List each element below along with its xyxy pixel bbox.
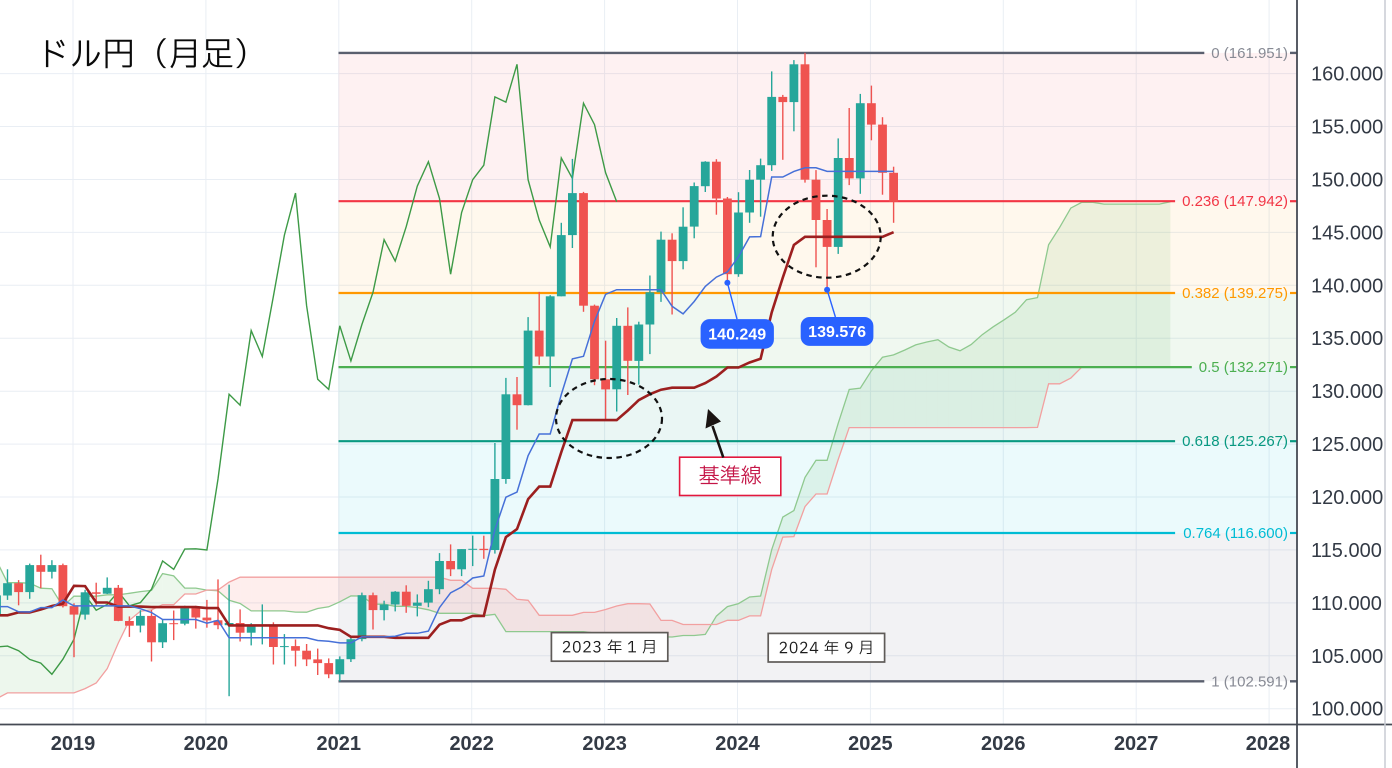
svg-text:0.5 (132.271): 0.5 (132.271): [1199, 359, 1288, 376]
svg-text:0.382 (139.275): 0.382 (139.275): [1182, 285, 1288, 302]
svg-text:139.576: 139.576: [808, 324, 866, 341]
svg-text:155.000: 155.000: [1311, 117, 1383, 139]
svg-text:160.000: 160.000: [1311, 64, 1383, 86]
svg-text:2025: 2025: [848, 733, 893, 755]
svg-text:100.000: 100.000: [1311, 699, 1383, 721]
svg-text:2026: 2026: [981, 733, 1026, 755]
svg-text:0.764 (116.600): 0.764 (116.600): [1183, 525, 1288, 542]
svg-text:1 (102.591): 1 (102.591): [1211, 673, 1288, 690]
svg-text:145.000: 145.000: [1311, 222, 1383, 244]
svg-text:2019: 2019: [51, 733, 96, 755]
svg-text:150.000: 150.000: [1311, 170, 1383, 192]
svg-text:125.000: 125.000: [1311, 434, 1383, 456]
svg-text:2024: 2024: [715, 733, 760, 755]
svg-text:140.249: 140.249: [708, 327, 766, 344]
svg-text:105.000: 105.000: [1311, 646, 1383, 668]
svg-text:2022: 2022: [449, 733, 494, 755]
svg-text:115.000: 115.000: [1311, 540, 1382, 562]
svg-text:2020: 2020: [184, 733, 229, 755]
svg-text:2028: 2028: [1246, 733, 1291, 755]
svg-text:135.000: 135.000: [1311, 328, 1383, 350]
svg-text:2027: 2027: [1114, 733, 1159, 755]
svg-text:0 (161.951): 0 (161.951): [1211, 45, 1288, 62]
svg-text:0.618 (125.267): 0.618 (125.267): [1182, 433, 1288, 450]
svg-text:2023: 2023: [582, 733, 627, 755]
svg-text:120.000: 120.000: [1311, 487, 1383, 509]
svg-text:0.236 (147.942): 0.236 (147.942): [1182, 193, 1288, 210]
svg-text:110.000: 110.000: [1311, 593, 1382, 615]
svg-text:140.000: 140.000: [1311, 275, 1383, 297]
svg-text:2021: 2021: [317, 733, 362, 755]
svg-text:130.000: 130.000: [1311, 381, 1383, 403]
